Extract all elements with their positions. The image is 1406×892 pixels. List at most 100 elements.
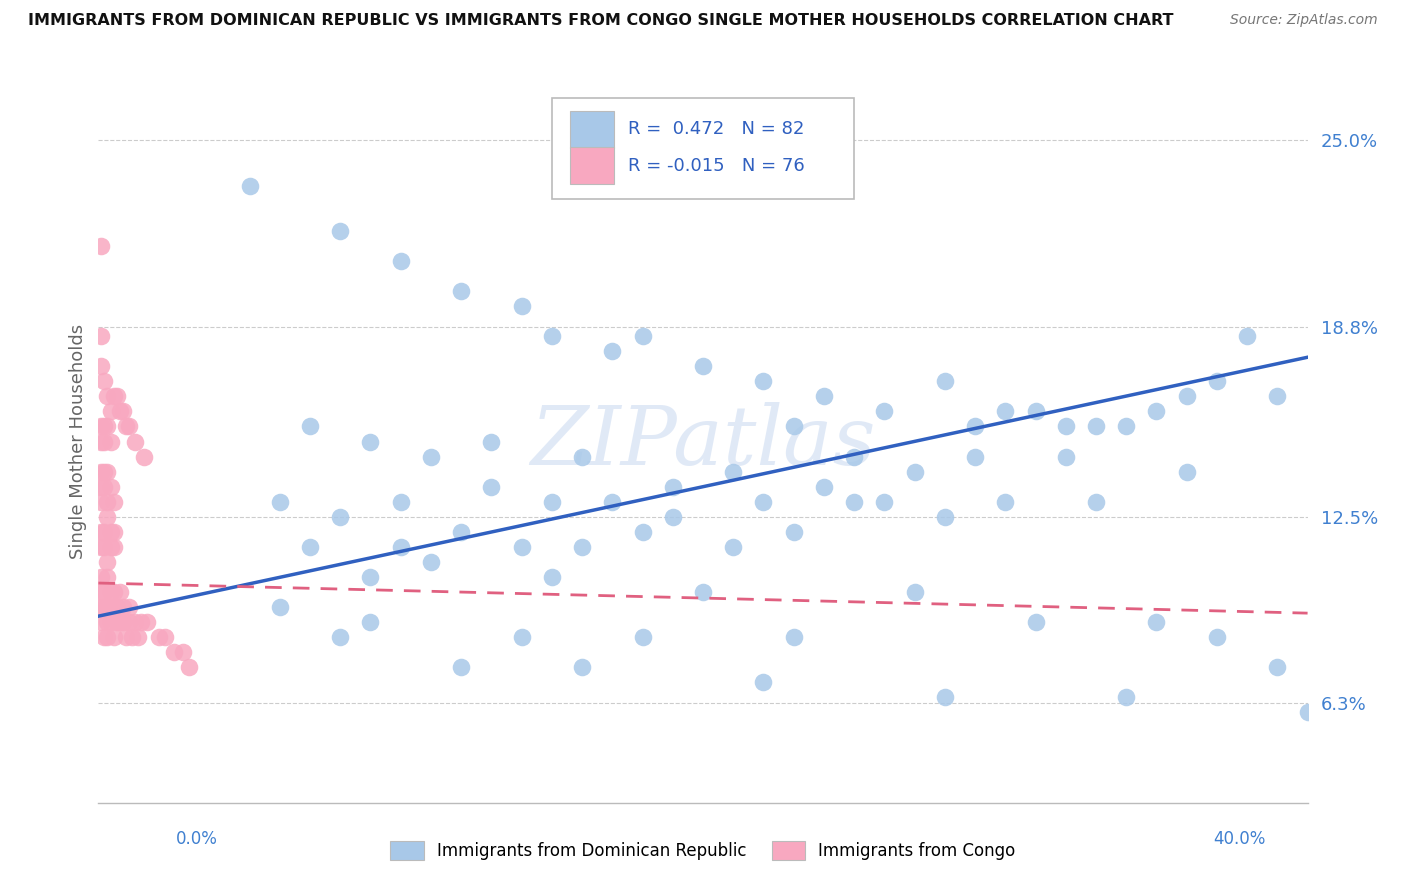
Point: [90, 615, 112, 630]
Point: [1236, 329, 1258, 343]
Point: [93, 375, 115, 389]
Point: [96, 465, 118, 479]
Point: [90, 585, 112, 599]
Point: [571, 540, 593, 554]
Point: [129, 615, 152, 630]
Point: [844, 450, 866, 464]
Point: [163, 645, 186, 659]
Point: [723, 540, 745, 554]
Point: [540, 570, 562, 584]
Point: [121, 630, 143, 644]
Point: [90, 524, 112, 539]
Point: [96, 389, 118, 403]
Point: [1085, 494, 1108, 508]
Point: [103, 600, 125, 615]
Point: [481, 480, 503, 494]
Point: [100, 585, 122, 599]
Point: [269, 600, 291, 615]
Point: [389, 254, 412, 268]
Point: [105, 615, 128, 630]
Point: [96, 494, 118, 508]
Point: [873, 404, 896, 418]
FancyBboxPatch shape: [569, 147, 613, 185]
FancyBboxPatch shape: [551, 98, 855, 200]
Point: [100, 615, 122, 630]
Point: [540, 494, 562, 508]
Point: [96, 600, 118, 615]
Point: [1175, 465, 1198, 479]
Point: [904, 585, 927, 599]
Point: [450, 660, 472, 674]
Point: [1115, 690, 1137, 705]
Point: [90, 465, 112, 479]
Point: [269, 494, 291, 508]
Text: ZIPatlas: ZIPatlas: [530, 401, 876, 482]
Point: [93, 585, 115, 599]
Point: [692, 585, 714, 599]
Point: [93, 419, 115, 434]
Point: [1175, 389, 1198, 403]
Point: [661, 480, 683, 494]
Point: [420, 450, 443, 464]
Point: [510, 540, 533, 554]
Point: [100, 404, 122, 418]
Point: [602, 344, 624, 359]
Point: [93, 540, 115, 554]
Point: [105, 600, 128, 615]
Point: [103, 585, 125, 599]
Text: Source: ZipAtlas.com: Source: ZipAtlas.com: [1230, 13, 1378, 28]
Point: [135, 615, 157, 630]
Point: [100, 524, 122, 539]
Point: [1144, 615, 1167, 630]
Point: [93, 465, 115, 479]
Point: [934, 375, 956, 389]
Point: [1267, 389, 1289, 403]
Point: [752, 494, 775, 508]
Point: [103, 630, 125, 644]
Text: R =  0.472   N = 82: R = 0.472 N = 82: [628, 120, 804, 138]
Point: [360, 570, 382, 584]
Point: [100, 600, 122, 615]
Point: [571, 450, 593, 464]
Point: [873, 494, 896, 508]
Point: [965, 450, 987, 464]
Point: [1054, 450, 1077, 464]
Point: [329, 509, 352, 524]
Point: [631, 630, 654, 644]
Point: [661, 509, 683, 524]
Point: [752, 375, 775, 389]
Point: [93, 434, 115, 449]
Point: [90, 239, 112, 253]
Point: [783, 630, 806, 644]
Point: [90, 359, 112, 374]
Point: [132, 450, 155, 464]
Point: [90, 600, 112, 615]
Point: [994, 404, 1017, 418]
Point: [1267, 660, 1289, 674]
Point: [90, 419, 112, 434]
Point: [108, 615, 131, 630]
Point: [571, 660, 593, 674]
Point: [124, 615, 146, 630]
Point: [510, 299, 533, 313]
Point: [93, 480, 115, 494]
Point: [114, 630, 136, 644]
Point: [100, 480, 122, 494]
Point: [783, 419, 806, 434]
Point: [1024, 404, 1046, 418]
Point: [723, 465, 745, 479]
Point: [692, 359, 714, 374]
Point: [90, 540, 112, 554]
Point: [103, 524, 125, 539]
Text: 0.0%: 0.0%: [176, 830, 218, 847]
Point: [389, 540, 412, 554]
Point: [93, 524, 115, 539]
Point: [994, 494, 1017, 508]
Point: [904, 465, 927, 479]
Point: [813, 389, 835, 403]
Point: [124, 434, 146, 449]
Point: [148, 630, 170, 644]
Point: [90, 329, 112, 343]
Point: [96, 555, 118, 569]
Point: [90, 434, 112, 449]
